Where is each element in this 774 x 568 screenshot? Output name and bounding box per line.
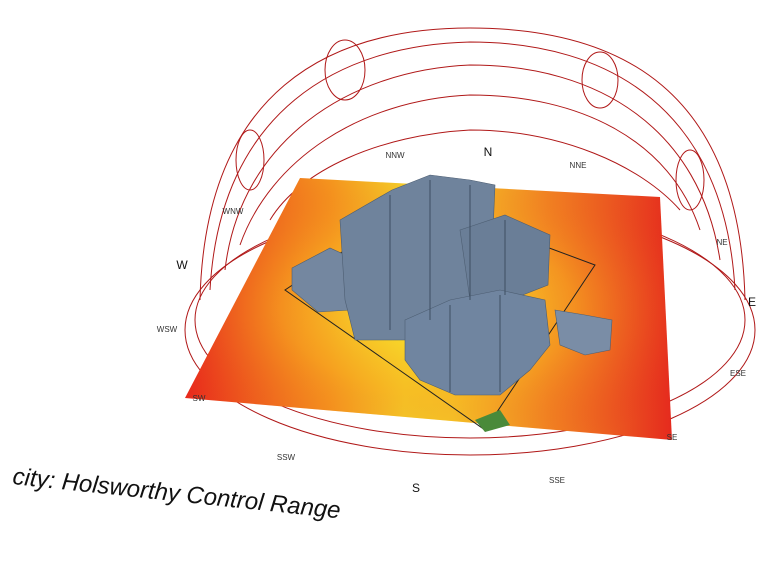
analemma [235,129,265,191]
compass-label: WNW [223,207,244,216]
compass-label: W [176,258,188,272]
analemma [581,51,619,109]
compass-label: ESE [730,369,746,378]
compass-label: SSW [277,453,296,462]
analemma [675,149,705,211]
analemma [324,39,366,101]
buildings [291,174,613,396]
building [554,309,613,356]
compass-label: E [748,295,756,309]
building [404,289,551,396]
dome-arc [199,27,746,301]
compass-label: S [412,481,420,495]
caption: city: Holsworthy Control Range [11,463,341,524]
compass-label: NE [716,238,727,247]
compass-label: NNE [570,161,587,170]
compass-label: SSE [549,476,565,485]
dome-arc [209,41,736,291]
dome-arc [239,94,701,246]
green-area [475,410,510,432]
compass-label: NNW [385,151,405,160]
compass-label: N [484,145,493,159]
compass-labels: NNW N NNE NE WNW W WSW E ESE SW SSW S SS… [157,145,756,495]
compass-label: SE [667,433,678,442]
compass-label: WSW [157,325,178,334]
dome-arc [269,129,681,221]
compass-label: SW [193,394,206,403]
dome-arc [224,64,721,271]
